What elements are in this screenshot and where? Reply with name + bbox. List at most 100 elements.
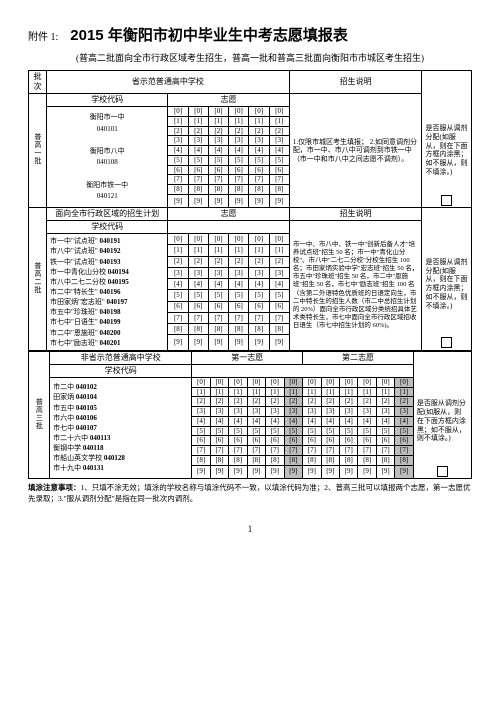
code-cell[interactable]: [3] [303, 407, 321, 417]
code-cell[interactable]: [9] [376, 465, 394, 479]
code-cell[interactable]: [2] [269, 256, 289, 267]
code-cell[interactable]: [9] [269, 335, 289, 351]
code-cell[interactable]: [8] [229, 324, 249, 335]
code-cell[interactable]: [7] [284, 446, 303, 456]
code-cell[interactable]: [9] [229, 335, 249, 351]
code-cell[interactable]: [3] [358, 407, 376, 417]
code-cell[interactable]: [7] [247, 446, 265, 456]
code-cell[interactable]: [3] [168, 136, 188, 146]
code-cell[interactable]: [2] [303, 397, 321, 407]
code-cell[interactable]: [5] [376, 426, 394, 436]
code-cell[interactable]: [2] [210, 397, 228, 407]
code-cell[interactable]: [6] [358, 436, 376, 446]
code-cell[interactable]: [5] [358, 426, 376, 436]
code-cell[interactable]: [3] [249, 267, 269, 278]
code-cell[interactable]: [5] [188, 155, 208, 165]
code-cell[interactable]: [4] [358, 416, 376, 426]
code-cell[interactable]: [2] [208, 126, 228, 136]
code-cell[interactable]: [7] [168, 175, 188, 185]
code-cell[interactable]: [3] [188, 136, 208, 146]
code-cell[interactable]: [1] [168, 116, 188, 126]
code-cell[interactable]: [8] [249, 185, 269, 195]
code-cell[interactable]: [7] [376, 446, 394, 456]
code-cell[interactable]: [6] [266, 436, 284, 446]
code-cell[interactable]: [0] [229, 107, 249, 117]
code-cell[interactable]: [1] [269, 116, 289, 126]
code-cell[interactable]: [9] [192, 465, 210, 479]
code-cell[interactable]: [2] [395, 397, 414, 407]
code-cell[interactable]: [2] [229, 126, 249, 136]
code-cell[interactable]: [7] [210, 446, 228, 456]
code-cell[interactable]: [1] [269, 245, 289, 256]
code-cell[interactable]: [1] [249, 116, 269, 126]
code-cell[interactable]: [3] [395, 407, 414, 417]
confirm-box-1[interactable] [422, 194, 472, 208]
code-cell[interactable]: [7] [229, 446, 247, 456]
code-cell[interactable]: [3] [208, 136, 228, 146]
code-cell[interactable]: [6] [208, 301, 228, 312]
code-cell[interactable]: [5] [188, 290, 208, 301]
code-cell[interactable]: [4] [229, 146, 249, 156]
code-cell[interactable]: [2] [229, 397, 247, 407]
code-cell[interactable]: [8] [303, 455, 321, 465]
code-cell[interactable]: [1] [192, 387, 210, 397]
code-cell[interactable]: [1] [210, 387, 228, 397]
code-cell[interactable]: [5] [266, 426, 284, 436]
code-cell[interactable]: [0] [249, 107, 269, 117]
code-cell[interactable]: [4] [321, 416, 339, 426]
code-cell[interactable]: [1] [249, 245, 269, 256]
code-cell[interactable]: [4] [269, 146, 289, 156]
code-cell[interactable]: [2] [192, 397, 210, 407]
code-cell[interactable]: [3] [269, 267, 289, 278]
code-cell[interactable]: [0] [358, 377, 376, 387]
code-cell[interactable]: [6] [340, 436, 358, 446]
code-cell[interactable]: [7] [249, 175, 269, 185]
code-cell[interactable]: [8] [188, 324, 208, 335]
code-cell[interactable]: [4] [208, 279, 228, 290]
code-cell[interactable]: [5] [249, 155, 269, 165]
code-cell[interactable]: [5] [168, 290, 188, 301]
code-cell[interactable]: [5] [395, 426, 414, 436]
code-cell[interactable]: [0] [376, 377, 394, 387]
code-cell[interactable]: [8] [208, 324, 228, 335]
code-cell[interactable]: [9] [395, 465, 414, 479]
code-cell[interactable]: [4] [395, 416, 414, 426]
code-cell[interactable]: [3] [210, 407, 228, 417]
code-cell[interactable]: [2] [168, 126, 188, 136]
code-cell[interactable]: [2] [249, 256, 269, 267]
code-cell[interactable]: [6] [188, 301, 208, 312]
code-cell[interactable]: [4] [208, 146, 228, 156]
code-cell[interactable]: [3] [269, 136, 289, 146]
code-cell[interactable]: [0] [247, 377, 265, 387]
code-cell[interactable]: [6] [210, 436, 228, 446]
code-cell[interactable]: [3] [229, 267, 249, 278]
code-cell[interactable]: [8] [229, 455, 247, 465]
code-cell[interactable]: [0] [168, 107, 188, 117]
code-cell[interactable]: [0] [340, 377, 358, 387]
code-cell[interactable]: [9] [249, 335, 269, 351]
code-cell[interactable]: [4] [229, 279, 249, 290]
code-cell[interactable]: [6] [229, 436, 247, 446]
code-cell[interactable]: [7] [269, 312, 289, 323]
code-cell[interactable]: [2] [269, 126, 289, 136]
code-cell[interactable]: [5] [269, 155, 289, 165]
code-cell[interactable]: [3] [188, 267, 208, 278]
code-cell[interactable]: [7] [188, 175, 208, 185]
code-cell[interactable]: [0] [192, 377, 210, 387]
code-cell[interactable]: [8] [168, 324, 188, 335]
code-cell[interactable]: [6] [284, 436, 303, 446]
code-cell[interactable]: [5] [229, 426, 247, 436]
code-cell[interactable]: [2] [247, 397, 265, 407]
code-cell[interactable]: [0] [284, 377, 303, 387]
code-cell[interactable]: [9] [188, 335, 208, 351]
code-cell[interactable]: [4] [210, 416, 228, 426]
code-cell[interactable]: [5] [168, 155, 188, 165]
code-cell[interactable]: [8] [188, 185, 208, 195]
code-cell[interactable]: [2] [168, 256, 188, 267]
code-cell[interactable]: [7] [229, 175, 249, 185]
code-cell[interactable]: [4] [168, 279, 188, 290]
code-cell[interactable]: [6] [229, 165, 249, 175]
code-cell[interactable]: [8] [266, 455, 284, 465]
code-cell[interactable]: [1] [284, 387, 303, 397]
code-cell[interactable]: [1] [358, 387, 376, 397]
